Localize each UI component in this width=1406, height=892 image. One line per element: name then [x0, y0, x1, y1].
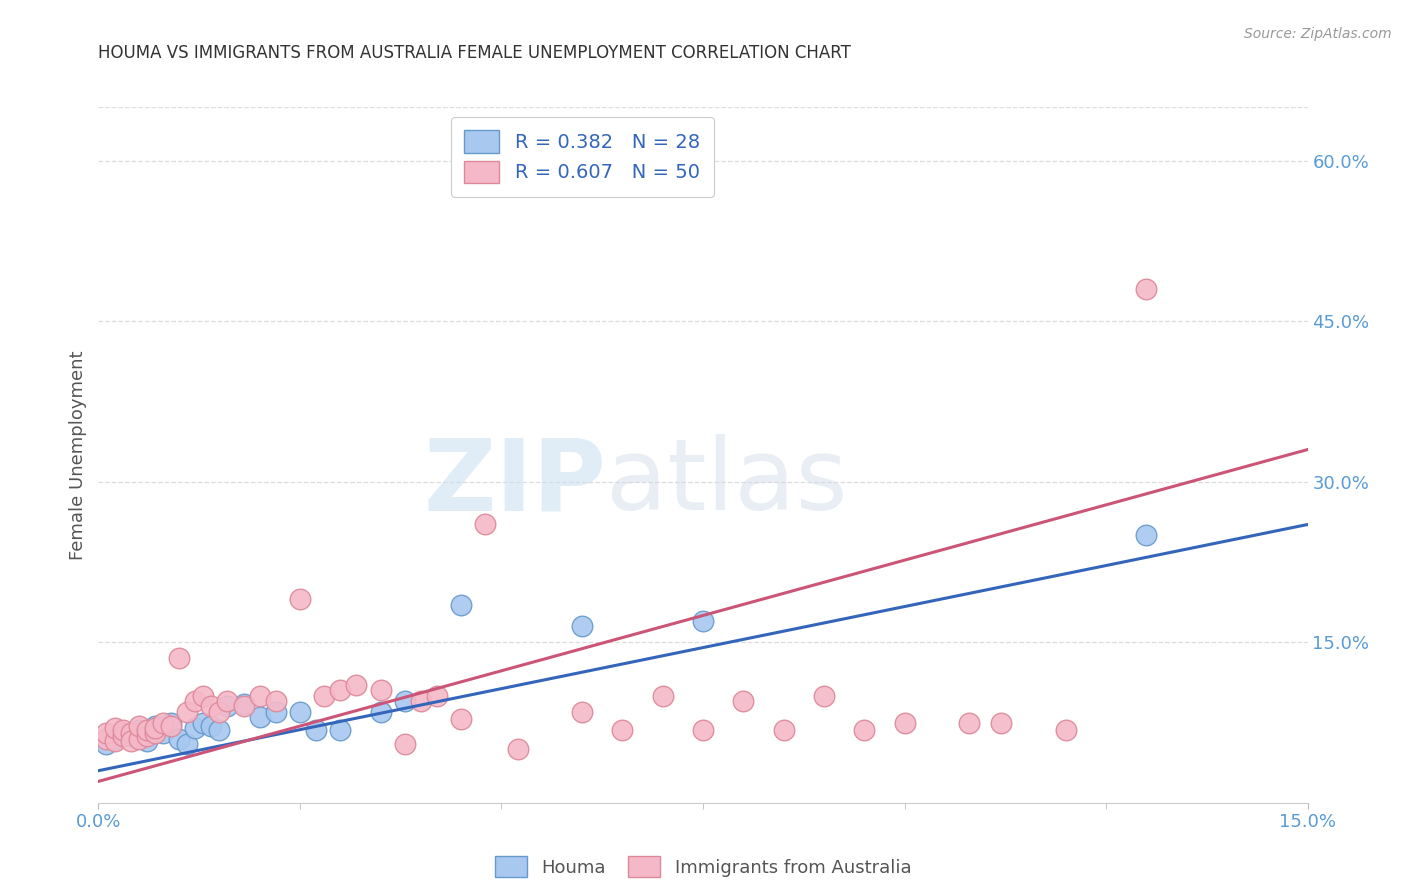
- Point: [450, 712, 472, 726]
- Point: [167, 731, 190, 746]
- Y-axis label: Female Unemployment: Female Unemployment: [69, 351, 87, 559]
- Point: [135, 723, 157, 737]
- Point: [120, 730, 142, 744]
- Point: [344, 678, 367, 692]
- Point: [692, 723, 714, 737]
- Point: [111, 723, 134, 737]
- Point: [208, 723, 231, 737]
- Point: [103, 731, 125, 746]
- Point: [176, 737, 198, 751]
- Point: [217, 694, 239, 708]
- Point: [120, 733, 142, 747]
- Point: [288, 705, 311, 719]
- Point: [426, 689, 449, 703]
- Point: [409, 694, 432, 708]
- Text: HOUMA VS IMMIGRANTS FROM AUSTRALIA FEMALE UNEMPLOYMENT CORRELATION CHART: HOUMA VS IMMIGRANTS FROM AUSTRALIA FEMAL…: [98, 45, 851, 62]
- Point: [135, 733, 157, 747]
- Point: [135, 730, 157, 744]
- Point: [450, 598, 472, 612]
- Point: [217, 699, 239, 714]
- Point: [772, 723, 794, 737]
- Point: [1135, 528, 1157, 542]
- Point: [120, 726, 142, 740]
- Point: [733, 694, 755, 708]
- Point: [143, 719, 166, 733]
- Point: [571, 705, 593, 719]
- Point: [957, 715, 980, 730]
- Point: [264, 694, 287, 708]
- Point: [1054, 723, 1077, 737]
- Point: [612, 723, 634, 737]
- Text: Source: ZipAtlas.com: Source: ZipAtlas.com: [1244, 27, 1392, 41]
- Point: [160, 719, 183, 733]
- Point: [249, 710, 271, 724]
- Point: [394, 694, 416, 708]
- Point: [96, 731, 118, 746]
- Point: [200, 699, 222, 714]
- Point: [232, 698, 254, 712]
- Point: [305, 723, 328, 737]
- Point: [193, 689, 215, 703]
- Point: [893, 715, 915, 730]
- Point: [571, 619, 593, 633]
- Point: [167, 651, 190, 665]
- Point: [143, 726, 166, 740]
- Point: [152, 726, 174, 740]
- Point: [394, 737, 416, 751]
- Point: [200, 719, 222, 733]
- Point: [288, 592, 311, 607]
- Point: [128, 723, 150, 737]
- Text: atlas: atlas: [606, 434, 848, 532]
- Legend: Houma, Immigrants from Australia: Houma, Immigrants from Australia: [488, 849, 918, 884]
- Point: [692, 614, 714, 628]
- Point: [329, 723, 352, 737]
- Point: [314, 689, 336, 703]
- Point: [128, 731, 150, 746]
- Point: [329, 683, 352, 698]
- Point: [232, 699, 254, 714]
- Point: [474, 517, 496, 532]
- Point: [208, 705, 231, 719]
- Point: [184, 721, 207, 735]
- Point: [193, 715, 215, 730]
- Text: ZIP: ZIP: [423, 434, 606, 532]
- Point: [143, 721, 166, 735]
- Point: [103, 721, 125, 735]
- Point: [128, 719, 150, 733]
- Point: [96, 726, 118, 740]
- Point: [1135, 282, 1157, 296]
- Point: [264, 705, 287, 719]
- Point: [249, 689, 271, 703]
- Point: [176, 705, 198, 719]
- Point: [990, 715, 1012, 730]
- Point: [184, 694, 207, 708]
- Point: [813, 689, 835, 703]
- Point: [370, 683, 392, 698]
- Point: [152, 715, 174, 730]
- Point: [96, 737, 118, 751]
- Point: [506, 742, 529, 756]
- Point: [103, 733, 125, 747]
- Point: [370, 705, 392, 719]
- Point: [111, 726, 134, 740]
- Point: [111, 730, 134, 744]
- Point: [160, 715, 183, 730]
- Point: [853, 723, 876, 737]
- Point: [651, 689, 673, 703]
